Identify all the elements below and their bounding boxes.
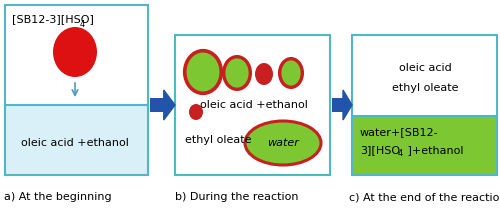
Ellipse shape (189, 104, 203, 120)
Bar (150, 98, 164, 112)
Ellipse shape (224, 57, 250, 89)
Bar (352, 35, 497, 116)
Polygon shape (343, 90, 352, 120)
Ellipse shape (224, 57, 250, 89)
Text: oleic acid +ethanol: oleic acid +ethanol (21, 138, 129, 148)
Text: oleic acid +ethanol: oleic acid +ethanol (200, 100, 308, 110)
Text: 3][HSO: 3][HSO (360, 145, 400, 155)
Bar (175, 35, 330, 175)
Text: b) During the reaction: b) During the reaction (175, 192, 298, 202)
Bar (352, 116, 497, 175)
Ellipse shape (222, 55, 252, 91)
Ellipse shape (185, 51, 221, 93)
Ellipse shape (255, 63, 273, 85)
Bar (5, 5, 148, 105)
Bar (332, 98, 343, 112)
Ellipse shape (280, 59, 302, 87)
Polygon shape (164, 90, 175, 120)
Text: ethyl oleate: ethyl oleate (392, 83, 458, 93)
Ellipse shape (280, 59, 302, 87)
Text: ethyl oleate: ethyl oleate (185, 135, 252, 145)
Ellipse shape (245, 121, 321, 165)
Text: a) At the beginning: a) At the beginning (4, 192, 112, 202)
Bar (5, 5, 148, 175)
Text: oleic acid: oleic acid (398, 63, 452, 73)
Ellipse shape (53, 27, 97, 77)
Text: water: water (267, 138, 299, 148)
Text: ]: ] (86, 14, 94, 24)
Text: 4: 4 (80, 20, 85, 29)
Ellipse shape (183, 49, 223, 95)
Bar (352, 35, 497, 175)
Ellipse shape (278, 57, 304, 89)
Text: ]+ethanol: ]+ethanol (404, 145, 464, 155)
Bar (5, 105, 148, 175)
Text: [SB12-3][HSO: [SB12-3][HSO (12, 14, 90, 24)
Text: c) At the end of the reaction: c) At the end of the reaction (349, 192, 500, 202)
Text: 4: 4 (398, 150, 403, 158)
Ellipse shape (185, 51, 221, 93)
Text: water+[SB12-: water+[SB12- (360, 127, 438, 137)
